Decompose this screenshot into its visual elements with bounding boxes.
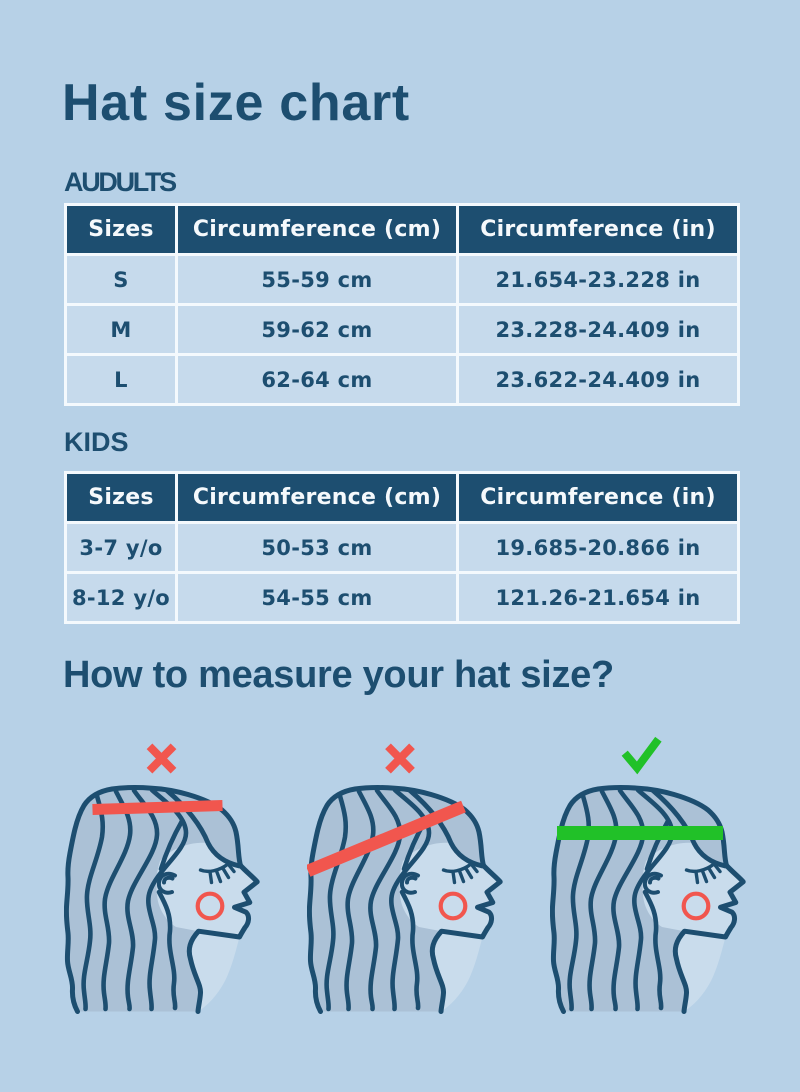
- how-to-heading: How to measure your hat size?: [63, 654, 614, 696]
- woman-head-profile-illustration: [552, 788, 743, 1012]
- adults-cell-size-m: M: [67, 306, 175, 353]
- kids-col-header-sizes: Sizes: [67, 474, 175, 521]
- kids-cell-age-8-12: 8-12 y/o: [67, 574, 175, 621]
- kids-cell-in-3-7: 19.685-20.866 in: [459, 524, 737, 571]
- x-mark-icon: [146, 743, 177, 774]
- check-icon: [621, 736, 662, 775]
- kids-cell-cm-3-7: 50-53 cm: [178, 524, 456, 571]
- adults-cell-cm-m: 59-62 cm: [178, 306, 456, 353]
- kids-cell-in-8-12: 121.26-21.654 in: [459, 574, 737, 621]
- page-title: Hat size chart: [62, 74, 410, 132]
- kids-col-header-in: Circumference (in): [459, 474, 737, 521]
- adults-size-table: Sizes Circumference (cm) Circumference (…: [64, 203, 740, 406]
- kids-col-header-cm: Circumference (cm): [178, 474, 456, 521]
- adults-col-header-sizes: Sizes: [67, 206, 175, 253]
- section-label-kids: KIDS: [64, 427, 129, 457]
- adults-cell-in-l: 23.622-24.409 in: [459, 356, 737, 403]
- adults-col-header-cm: Circumference (cm): [178, 206, 456, 253]
- kids-cell-age-3-7: 3-7 y/o: [67, 524, 175, 571]
- x-mark-icon: [385, 743, 415, 774]
- measurement-band: [92, 800, 223, 815]
- figure-incorrect-high-band: [64, 743, 264, 1025]
- figure-incorrect-diagonal-band: [307, 743, 507, 1025]
- section-label-adults: AUDULTS: [64, 167, 177, 197]
- measurement-band: [307, 800, 466, 877]
- adults-col-header-in: Circumference (in): [459, 206, 737, 253]
- adults-cell-size-l: L: [67, 356, 175, 403]
- adults-cell-in-m: 23.228-24.409 in: [459, 306, 737, 353]
- figure-correct-band: [550, 736, 750, 1025]
- kids-cell-cm-8-12: 54-55 cm: [178, 574, 456, 621]
- adults-cell-cm-l: 62-64 cm: [178, 356, 456, 403]
- adults-cell-cm-s: 55-59 cm: [178, 256, 456, 303]
- woman-head-profile-illustration: [66, 788, 257, 1012]
- woman-head-profile-illustration: [309, 788, 500, 1012]
- kids-size-table: Sizes Circumference (cm) Circumference (…: [64, 471, 740, 624]
- adults-cell-in-s: 21.654-23.228 in: [459, 256, 737, 303]
- adults-cell-size-s: S: [67, 256, 175, 303]
